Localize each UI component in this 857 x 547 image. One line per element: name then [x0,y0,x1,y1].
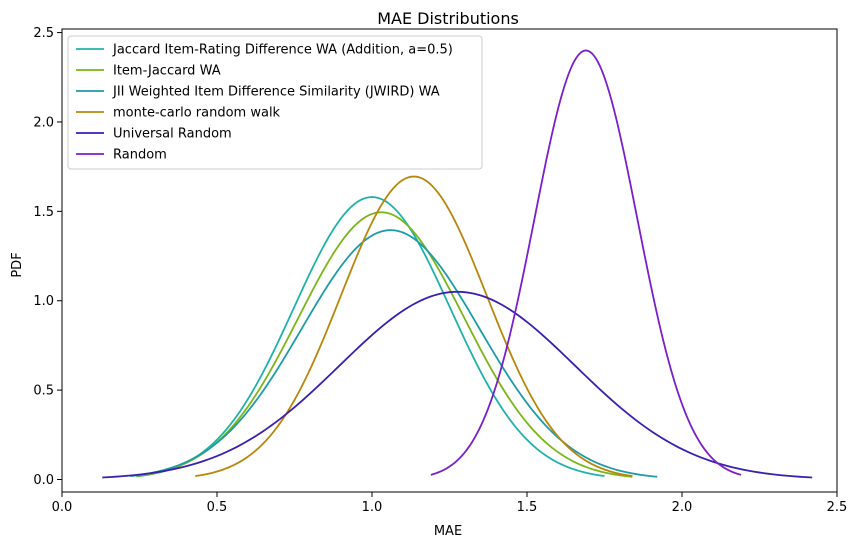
series-line [195,175,633,477]
series-layer [102,49,813,479]
series-line [136,196,605,478]
x-tick-label: 2.0 [672,500,693,515]
x-tick-label: 0.0 [52,500,73,515]
y-tick-label: 2.0 [33,115,54,130]
y-axis-label: PDF [10,252,25,277]
legend-label: Universal Random [113,127,232,142]
legend-label: Random [113,148,167,163]
y-axis-ticks: 0.0 0.5 1.0 1.5 2.0 2.5 [33,26,62,488]
chart-title: MAE Distributions [377,9,519,28]
y-tick-label: 1.0 [33,294,54,309]
series-line [430,49,742,476]
series-line [130,229,658,478]
x-tick-label: 1.5 [517,500,538,515]
legend-label: JII Weighted Item Difference Similarity … [112,85,440,100]
legend-label: Item-Jaccard WA [113,64,221,79]
x-tick-label: 2.5 [827,500,848,515]
x-tick-label: 1.0 [362,500,383,515]
x-axis-ticks: 0.0 0.5 1.0 1.5 2.0 2.5 [52,492,848,515]
x-tick-label: 0.5 [207,500,228,515]
legend: Jaccard Item-Rating Difference WA (Addit… [67,35,483,170]
legend-label: monte-carlo random walk [113,106,281,121]
y-tick-label: 1.5 [33,205,54,220]
y-tick-label: 2.5 [33,26,54,41]
y-tick-label: 0.5 [33,384,54,399]
plot-frame [61,28,838,493]
series-line [102,290,813,479]
legend-box [67,35,483,170]
legend-label: Jaccard Item-Rating Difference WA (Addit… [112,43,453,58]
x-axis-label: MAE [434,524,462,539]
y-tick-label: 0.0 [33,473,54,488]
